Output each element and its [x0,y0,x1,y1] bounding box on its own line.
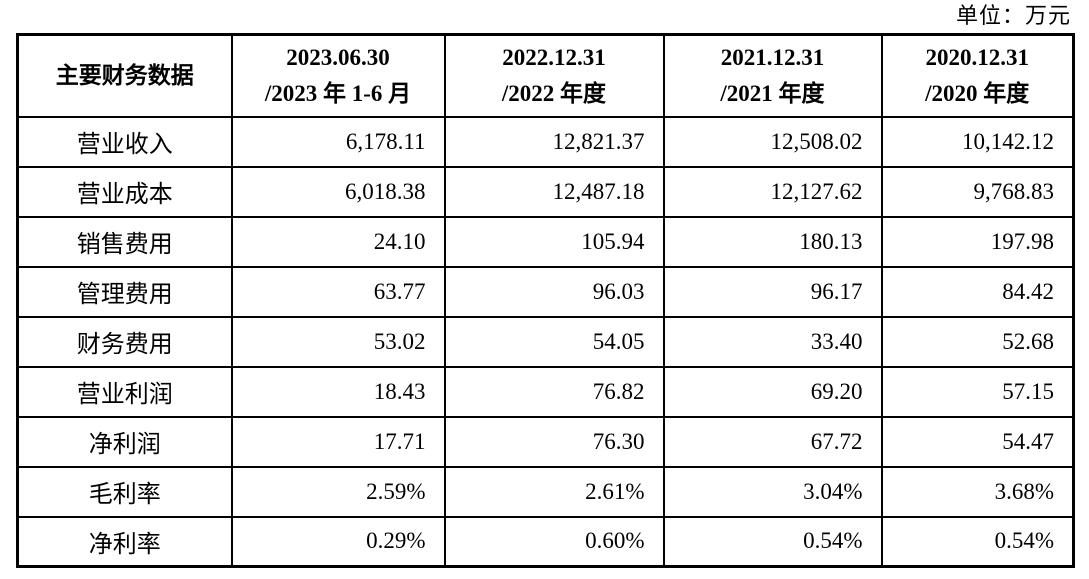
table-row-gross-margin: 毛利率 2.59% 2.61% 3.04% 3.68% [16,465,1075,518]
cell-value: 84.42 [880,265,1075,318]
table-row-selling-expense: 销售费用 24.10 105.94 180.13 197.98 [16,215,1075,268]
cell-value: 12,487.18 [443,165,665,218]
header-period-range: /2021 年度 [720,80,825,106]
row-label: 净利率 [16,515,233,568]
header-period-range: /2022 年度 [501,80,607,106]
cell-value: 105.94 [443,215,665,268]
table-row-finance-expense: 财务费用 53.02 54.05 33.40 52.68 [16,315,1075,368]
financial-data-table: 主要财务数据 2023.06.30 /2023 年 1-6 月 2022.12.… [16,33,1075,568]
cell-value: 0.54% [662,515,883,568]
table-row-admin-expense: 管理费用 63.77 96.03 96.17 84.42 [16,265,1075,318]
cell-value: 6,018.38 [230,165,446,218]
cell-value: 76.30 [443,415,665,468]
header-period-2021: 2021.12.31 /2021 年度 [662,33,883,118]
cell-value: 54.05 [443,315,665,368]
header-period-date: 2022.12.31 [502,45,606,71]
cell-value: 57.15 [880,365,1075,418]
cell-value: 67.72 [662,415,883,468]
cell-value: 24.10 [230,215,446,268]
header-period-range: /2020 年度 [925,80,1030,106]
cell-value: 69.20 [662,365,883,418]
row-label: 营业成本 [16,165,233,218]
cell-value: 76.82 [443,365,665,418]
cell-value: 12,508.02 [662,115,883,168]
cell-value: 12,127.62 [662,165,883,218]
row-label: 营业利润 [16,365,233,418]
cell-value: 10,142.12 [880,115,1075,168]
cell-value: 0.60% [443,515,665,568]
cell-value: 0.54% [880,515,1075,568]
cell-value: 96.03 [443,265,665,318]
header-period-date: 2020.12.31 [925,45,1030,71]
table-row-net-profit: 净利润 17.71 76.30 67.72 54.47 [16,415,1075,468]
cell-value: 2.59% [230,465,446,518]
header-period-2022: 2022.12.31 /2022 年度 [443,33,665,118]
cell-value: 54.47 [880,415,1075,468]
cell-value: 197.98 [880,215,1075,268]
row-label: 管理费用 [16,265,233,318]
header-period-date: 2021.12.31 [720,45,825,71]
cell-value: 53.02 [230,315,446,368]
cell-value: 17.71 [230,415,446,468]
header-period-2020: 2020.12.31 /2020 年度 [880,33,1075,118]
table-row-operating-profit: 营业利润 18.43 76.82 69.20 57.15 [16,365,1075,418]
cell-value: 3.68% [880,465,1075,518]
cell-value: 2.61% [443,465,665,518]
header-period-2023: 2023.06.30 /2023 年 1-6 月 [230,33,446,118]
header-period-range: /2023 年 1-6 月 [264,80,412,106]
cell-value: 63.77 [230,265,446,318]
row-label: 财务费用 [16,315,233,368]
unit-label: 单位：万元 [955,3,1071,28]
cell-value: 52.68 [880,315,1075,368]
cell-value: 33.40 [662,315,883,368]
cell-value: 0.29% [230,515,446,568]
table-row-operating-revenue: 营业收入 6,178.11 12,821.37 12,508.02 10,142… [16,115,1075,168]
row-label: 净利润 [16,415,233,468]
header-period-date: 2023.06.30 [286,45,390,71]
cell-value: 6,178.11 [230,115,446,168]
cell-value: 12,821.37 [443,115,665,168]
cell-value: 96.17 [662,265,883,318]
table-header-row: 主要财务数据 2023.06.30 /2023 年 1-6 月 2022.12.… [16,33,1075,118]
cell-value: 180.13 [662,215,883,268]
row-label: 销售费用 [16,215,233,268]
cell-value: 9,768.83 [880,165,1075,218]
table-row-operating-cost: 营业成本 6,018.38 12,487.18 12,127.62 9,768.… [16,165,1075,218]
table-row-net-margin: 净利率 0.29% 0.60% 0.54% 0.54% [16,515,1075,568]
row-label: 营业收入 [16,115,233,168]
row-label: 毛利率 [16,465,233,518]
header-main-label: 主要财务数据 [16,33,233,118]
cell-value: 3.04% [662,465,883,518]
cell-value: 18.43 [230,365,446,418]
